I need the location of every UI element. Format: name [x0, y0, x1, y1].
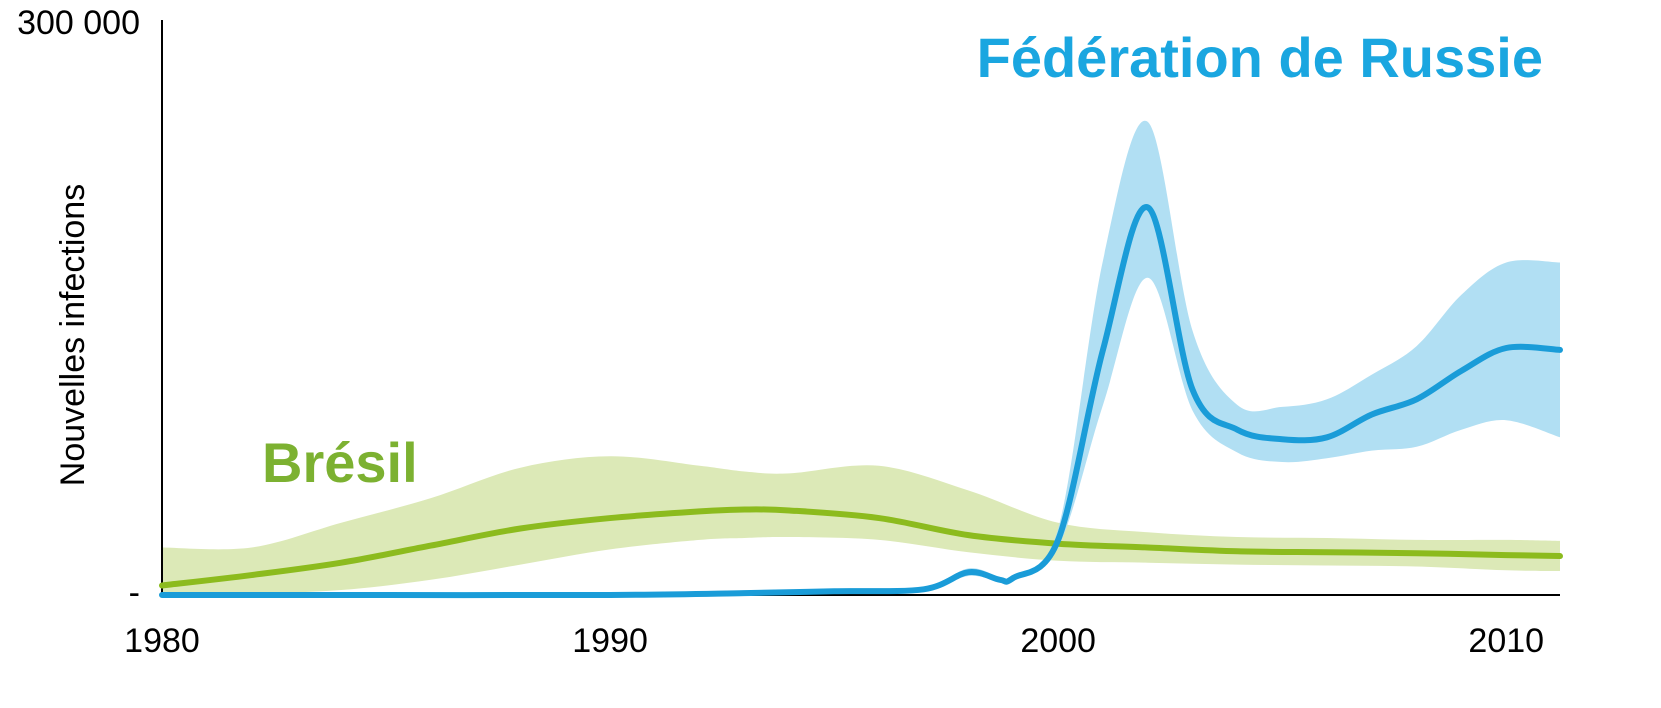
y-tick-label: -	[129, 574, 140, 612]
y-tick-label: 300 000	[17, 4, 140, 42]
x-tick-label: 2000	[1020, 622, 1096, 660]
series-label: Fédération de Russie	[977, 26, 1543, 89]
x-tick-label: 2010	[1468, 622, 1544, 660]
y-axis-label: Nouvelles infections	[54, 184, 92, 486]
uncertainty-band	[162, 456, 1560, 595]
series-line	[159, 204, 1563, 599]
series-label: Brésil	[262, 431, 418, 494]
x-tick-label: 1980	[124, 622, 200, 660]
series-line	[159, 506, 1563, 589]
x-tick-label: 1990	[572, 622, 648, 660]
